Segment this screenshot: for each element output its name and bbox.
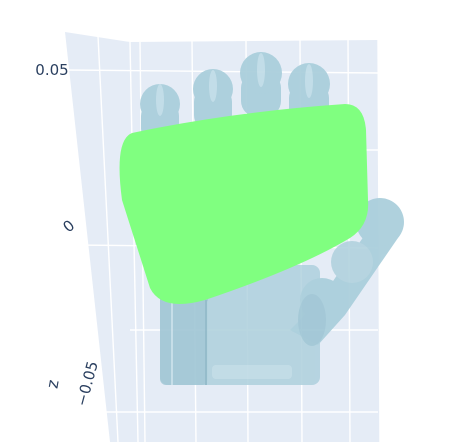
thumb — [290, 198, 404, 346]
z-tick-label: 0 — [59, 216, 78, 236]
point-cloud — [119, 104, 369, 304]
z-tick-label: 0.05 — [35, 61, 68, 79]
palm-base-left — [160, 290, 208, 385]
scene-back-wall — [65, 32, 138, 442]
finger-3 — [240, 52, 282, 117]
palm-base-right — [205, 300, 315, 385]
z-tick-label: −0.05 — [73, 359, 102, 408]
z-axis-title: z — [42, 378, 62, 390]
